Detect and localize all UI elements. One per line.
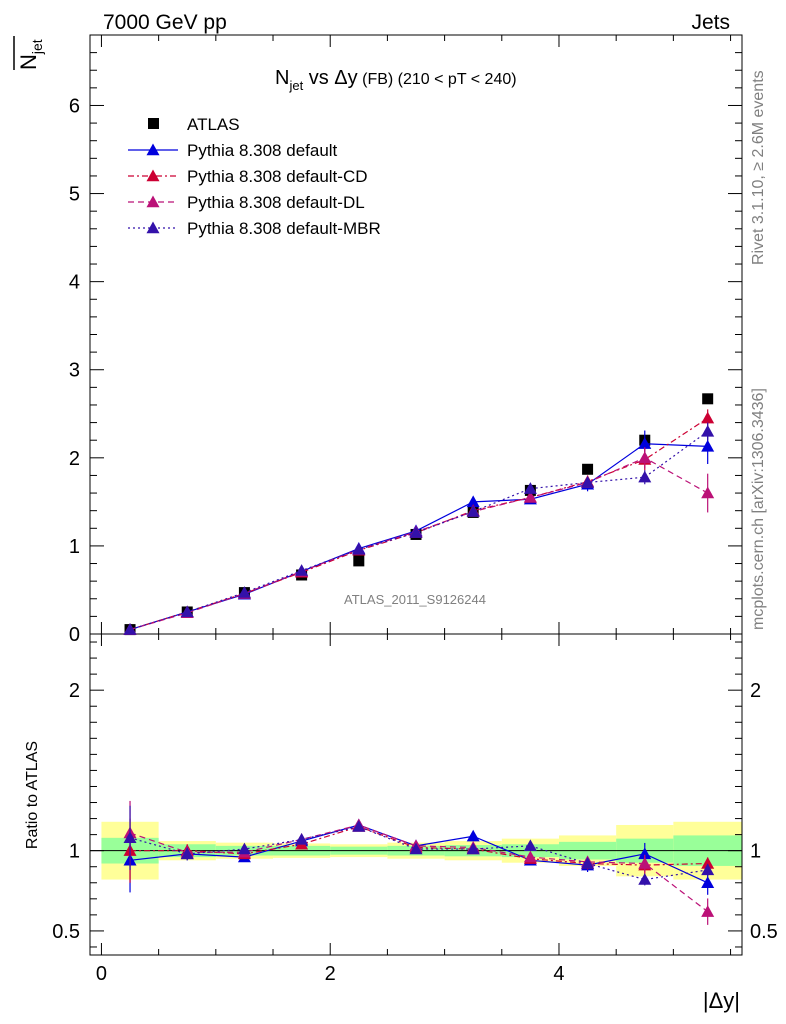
ratio-tick-label: 0.5 <box>52 921 80 943</box>
ratio-marker <box>581 857 595 869</box>
series-marker <box>581 475 595 488</box>
series-marker <box>638 470 652 483</box>
series-marker <box>409 526 423 538</box>
legend-triangle-marker <box>146 221 160 234</box>
series-marker <box>123 623 137 635</box>
chart-title-small: (FB) (210 < pT < 240) <box>358 71 517 88</box>
ratio-tick-label: 1 <box>69 841 80 863</box>
series-marker <box>237 586 251 598</box>
legend-triangle-marker <box>146 143 160 156</box>
legend-item: Pythia 8.308 default-CD <box>128 167 368 186</box>
series-marker <box>523 482 537 494</box>
header-left: 7000 GeV pp <box>103 11 227 34</box>
legend-label: ATLAS <box>187 115 240 134</box>
ratio-tick-label-right: 1 <box>750 841 761 863</box>
x-tick-label: 0 <box>96 963 107 985</box>
ratio-marker <box>523 839 537 852</box>
y-tick-label: 4 <box>69 272 80 294</box>
legend-item: ATLAS <box>148 115 240 134</box>
ratio-marker <box>701 857 715 869</box>
ratio-marker <box>701 905 715 917</box>
legend-triangle-marker <box>146 195 160 208</box>
series-line <box>129 417 709 631</box>
chart-title-rest: vs Δy <box>303 67 357 89</box>
ratio-marker <box>409 842 423 855</box>
legend-label: Pythia 8.308 default-MBR <box>187 219 381 238</box>
legend-item: Pythia 8.308 default-MBR <box>128 219 381 238</box>
ratio-marker <box>466 842 480 855</box>
legend-label: Pythia 8.308 default-DL <box>187 193 365 212</box>
y-tick-label: 6 <box>69 95 80 117</box>
series-marker <box>701 439 715 452</box>
ratio-marker <box>638 847 652 860</box>
series-marker <box>180 605 194 618</box>
x-tick-label: 4 <box>553 963 564 985</box>
series-marker <box>638 437 652 449</box>
series-marker <box>701 486 715 499</box>
ratio-marker <box>701 876 715 888</box>
series-4 <box>123 422 715 886</box>
rivet-version-label: Rivet 3.1.10, ≥ 2.6M events <box>750 70 767 265</box>
legend-square-marker <box>148 118 159 129</box>
legend-label: Pythia 8.308 default-CD <box>187 167 368 186</box>
chart-title-sub: jet <box>288 78 303 93</box>
ratio-ylabel: Ratio to ATLAS <box>24 741 41 849</box>
ratio-marker <box>295 832 309 845</box>
y-tick-label: 2 <box>69 448 80 470</box>
ratio-panel-frame <box>89 633 743 956</box>
ratio-marker <box>638 857 652 869</box>
main-ylabel-main: N <box>16 54 41 70</box>
atlas-data-point <box>582 463 594 475</box>
series-2 <box>123 409 715 883</box>
x-tick-label: 2 <box>325 963 336 985</box>
header-right: Jets <box>691 11 730 34</box>
series-marker <box>701 424 715 437</box>
legend-triangle-marker <box>146 169 160 182</box>
chart-title-main: N <box>275 67 289 89</box>
y-tick-label: 3 <box>69 360 80 382</box>
y-tick-label: 5 <box>69 184 80 206</box>
ratio-tick-label-right: 2 <box>750 680 761 702</box>
main-ylabel: Njet <box>16 39 45 70</box>
atlas-data-point <box>353 555 365 567</box>
series-1 <box>123 428 715 895</box>
series-marker <box>466 495 480 508</box>
legend-label: Pythia 8.308 default <box>187 141 338 160</box>
main-ylabel-sub: jet <box>29 39 45 55</box>
ratio-tick-label: 2 <box>69 680 80 702</box>
mcplots-label: mcplots.cern.ch [arXiv:1306.3436] <box>750 388 767 630</box>
y-tick-label: 1 <box>69 536 80 558</box>
ratio-tick-label-right: 0.5 <box>750 921 778 943</box>
ratio-marker <box>638 873 652 885</box>
legend-item: Pythia 8.308 default <box>128 141 338 160</box>
ratio-marker <box>180 847 194 860</box>
svg-text:Njet: Njet <box>16 39 45 70</box>
ratio-marker <box>123 831 137 844</box>
series-marker <box>352 542 366 555</box>
atlas-data-point <box>702 393 714 405</box>
ratio-marker <box>523 850 537 863</box>
chart-title: Njet vs Δy (FB) (210 < pT < 240) <box>275 67 517 93</box>
y-tick-label: 0 <box>69 624 80 646</box>
analysis-watermark: ATLAS_2011_S9126244 <box>344 592 486 607</box>
ratio-marker <box>466 829 480 842</box>
series-marker <box>295 564 309 576</box>
x-axis-label: |Δy| <box>703 988 740 1013</box>
legend-item: Pythia 8.308 default-DL <box>128 193 365 212</box>
series-marker <box>523 490 537 503</box>
series-marker <box>466 505 480 517</box>
series-marker <box>638 451 652 464</box>
series-line <box>129 430 709 631</box>
series-marker <box>701 411 715 424</box>
ratio-marker <box>701 863 715 876</box>
ratio-marker <box>352 820 366 832</box>
ratio-marker <box>237 842 251 855</box>
